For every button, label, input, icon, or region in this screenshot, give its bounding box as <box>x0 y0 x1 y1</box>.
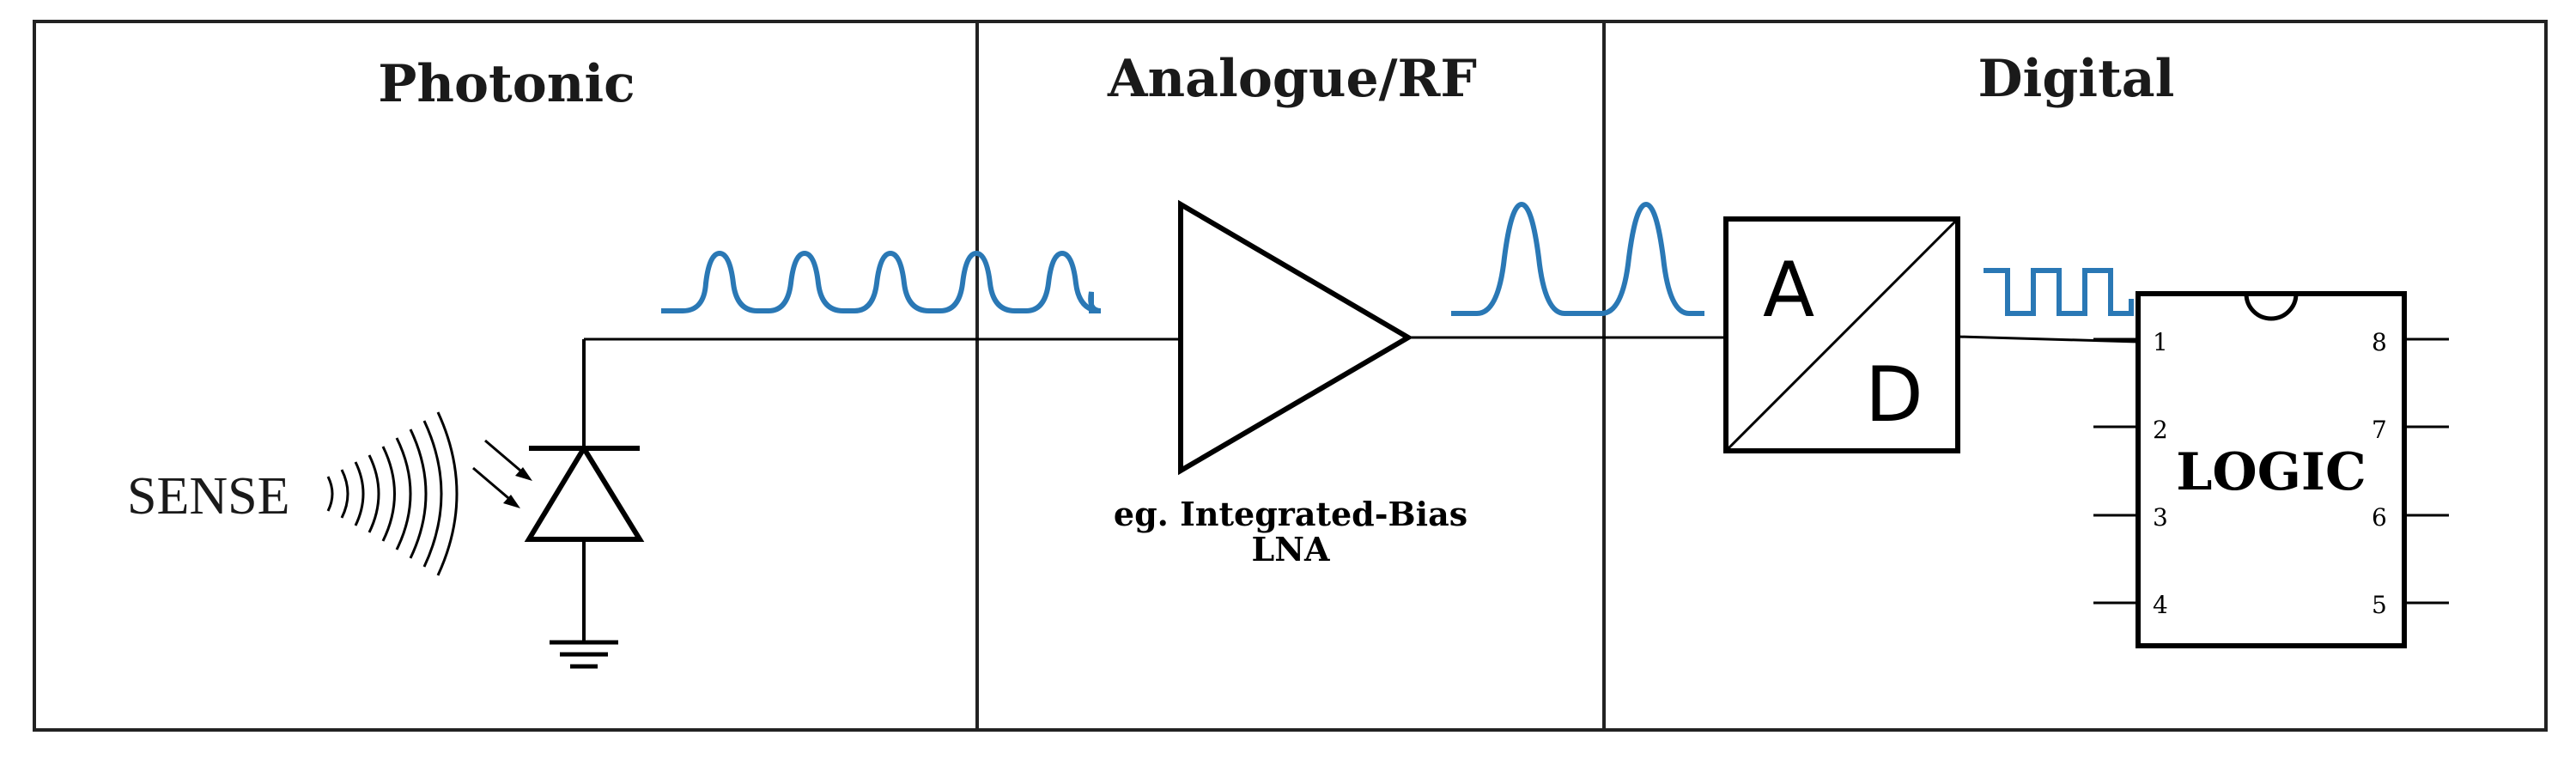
adc-label-d: D <box>1865 350 1923 439</box>
section-title-photonic: Photonic <box>378 54 635 114</box>
pin-number: 5 <box>2372 591 2387 619</box>
pin-number: 2 <box>2153 416 2168 444</box>
adc-icon: A D <box>1723 216 1960 453</box>
amplifier-caption-line2: LNA <box>1252 530 1330 568</box>
digital-signal <box>1984 268 2134 316</box>
sound-wave-icon <box>326 411 459 576</box>
logic-label: LOGIC <box>2176 442 2366 502</box>
ic-chip-icon: 1 2 3 4 8 7 6 5 LOGIC <box>2093 291 2449 648</box>
section-title-analogue: Analogue/RF <box>1107 49 1477 109</box>
sense-label: SENSE <box>127 467 289 526</box>
amplifier-icon <box>1178 199 1413 476</box>
amplified-signal <box>1451 201 1704 316</box>
outer-frame <box>33 20 2548 732</box>
amplifier-caption-line1: eg. Integrated-Bias <box>1114 495 1467 533</box>
photodiode-icon <box>472 339 645 642</box>
pin-number: 4 <box>2153 591 2168 619</box>
pin-number: 3 <box>2153 503 2168 532</box>
pin-number: 6 <box>2372 503 2387 532</box>
ground-icon <box>550 640 618 669</box>
pin-number: 8 <box>2372 328 2387 356</box>
section-title-digital: Digital <box>1978 49 2175 109</box>
pin-number: 1 <box>2153 328 2168 356</box>
adc-label-a: A <box>1763 246 1814 334</box>
pin-number: 7 <box>2372 416 2387 444</box>
wire-adc-logic <box>1957 335 2139 344</box>
pulse-train-signal <box>661 250 1102 313</box>
